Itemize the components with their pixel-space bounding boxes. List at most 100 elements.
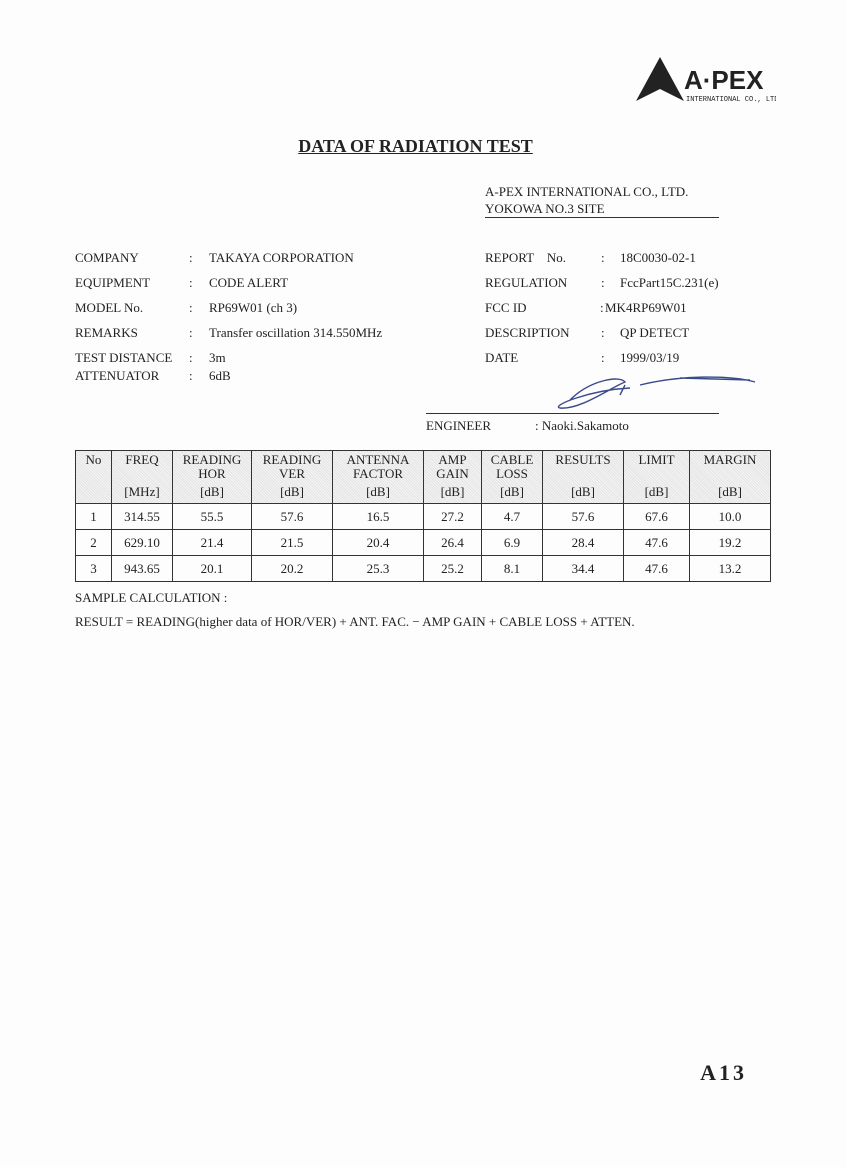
page-number: A13	[700, 1060, 747, 1085]
table-row: 2 629.10 21.4 21.5 20.4 26.4 6.9 28.4 47.6 19.2	[75, 529, 771, 556]
field-colon: :	[601, 275, 605, 290]
field-value: Transfer oscillation 314.550MHz	[209, 325, 383, 340]
field-label: REGULATION	[485, 275, 568, 290]
table-cell: 943.65	[111, 555, 173, 582]
field-value: QP DETECT	[620, 325, 690, 340]
table-cell: 21.5	[251, 529, 333, 556]
table-cell: 10.0	[689, 503, 771, 530]
table-cell: 20.4	[332, 529, 424, 556]
page-title: DATA OF RADIATION TEST	[298, 136, 533, 156]
engineer-signature	[557, 376, 756, 409]
table-cell: 57.6	[251, 503, 333, 530]
field-value: FccPart15C.231(e)	[620, 275, 719, 290]
field-value: 3m	[209, 350, 226, 365]
table-cell: 21.4	[172, 529, 252, 556]
sample-calc-label: SAMPLE CALCULATION :	[75, 590, 228, 605]
column-header: LIMIT [dB]	[623, 450, 690, 504]
table-cell: 20.2	[251, 555, 333, 582]
table-cell: 20.1	[172, 555, 252, 582]
table-cell: 13.2	[689, 555, 771, 582]
sample-calc-formula: RESULT = READING(higher data of HOR/VER)…	[75, 614, 635, 629]
column-header: FREQ [MHz]	[111, 450, 173, 504]
table-row: 3 943.65 20.1 20.2 25.3 25.2 8.1 34.4 47.6 13.2	[75, 555, 771, 582]
table-cell: 6.9	[481, 529, 543, 556]
field-value: 1999/03/19	[620, 350, 680, 365]
svg-text:A·PEX: A·PEX	[684, 65, 764, 95]
apex-logo: A·PEX INTERNATIONAL CO., LTD.	[636, 55, 783, 109]
field-colon: :	[189, 300, 193, 315]
field-label: EQUIPMENT	[75, 275, 151, 290]
engineer-label: ENGINEER	[426, 418, 491, 433]
table-cell: 2	[75, 529, 112, 556]
table-cell: 1	[75, 503, 112, 530]
table-cell: 28.4	[542, 529, 624, 556]
lab-site: YOKOWA NO.3 SITE	[485, 201, 719, 218]
column-unit: [dB]	[200, 484, 224, 499]
column-name: AMP GAIN	[436, 452, 469, 481]
table-cell: 4.7	[481, 503, 543, 530]
radiation-data-table: No FREQ [MHz] READING HOR [dB] READING VER [dB…	[75, 450, 771, 582]
column-unit: [dB]	[280, 484, 304, 499]
field-value: TAKAYA CORPORATION	[209, 250, 354, 265]
column-name: RESULTS	[555, 452, 611, 467]
field-colon: :	[189, 350, 193, 365]
table-cell: 25.3	[332, 555, 424, 582]
field-label: FCC ID	[485, 300, 527, 315]
column-header: RESULTS [dB]	[542, 450, 624, 504]
field-label: COMPANY	[75, 250, 139, 265]
field-colon: :	[601, 325, 605, 340]
column-header: ANTENNA FACTOR [dB]	[332, 450, 424, 504]
column-unit: [MHz]	[124, 484, 160, 499]
column-name: LIMIT	[638, 452, 675, 467]
table-cell: 34.4	[542, 555, 624, 582]
field-label: MODEL No.	[75, 300, 144, 315]
table-cell: 55.5	[172, 503, 252, 530]
column-name: No	[85, 452, 102, 467]
field-colon: :	[189, 325, 193, 340]
column-unit: [dB]	[644, 484, 669, 499]
table-cell: 27.2	[423, 503, 482, 530]
table-cell: 3	[75, 555, 112, 582]
column-name: MARGIN	[703, 452, 757, 467]
field-colon: :	[601, 350, 605, 365]
table-cell: 25.2	[423, 555, 482, 582]
column-header: MARGIN [dB]	[689, 450, 771, 504]
field-label: DESCRIPTION	[485, 325, 570, 340]
table-cell: 629.10	[111, 529, 173, 556]
table-cell: 47.6	[623, 529, 690, 556]
field-colon: :	[189, 275, 193, 290]
table-row: 1 314.55 55.5 57.6 16.5 27.2 4.7 57.6 67.6 10.0	[75, 503, 771, 530]
table-cell: 19.2	[689, 529, 771, 556]
field-value: CODE ALERT	[209, 275, 289, 290]
column-header: READING HOR [dB]	[172, 450, 252, 504]
field-colon: :	[189, 368, 193, 383]
svg-text:INTERNATIONAL CO., LTD.: INTERNATIONAL CO., LTD.	[686, 96, 776, 104]
field-label: REMARKS	[75, 325, 138, 340]
column-header: READING VER [dB]	[251, 450, 333, 504]
field-colon: :	[600, 300, 604, 315]
table-cell: 8.1	[481, 555, 543, 582]
table-cell: 57.6	[542, 503, 624, 530]
table-cell: 26.4	[423, 529, 482, 556]
column-unit: [dB]	[366, 484, 390, 499]
column-name: CABLE LOSS	[490, 452, 534, 481]
field-value: MK4RP69W01	[605, 300, 687, 315]
table-cell: 16.5	[332, 503, 424, 530]
column-header: No	[75, 450, 112, 504]
field-colon: :	[601, 250, 605, 265]
column-name: FREQ	[125, 452, 159, 467]
column-header: AMP GAIN [dB]	[423, 450, 482, 504]
engineer-name: : Naoki.Sakamoto	[535, 418, 629, 433]
column-unit: [dB]	[571, 484, 595, 499]
column-name: ANTENNA FACTOR	[346, 452, 410, 481]
column-unit: [dB]	[500, 484, 524, 499]
lab-name: A-PEX INTERNATIONAL CO., LTD.	[485, 184, 689, 199]
table-cell: 47.6	[623, 555, 690, 582]
column-unit: [dB]	[440, 484, 465, 499]
field-label: TEST DISTANCE	[75, 350, 173, 365]
field-value: RP69W01 (ch 3)	[209, 300, 298, 315]
column-unit: [dB]	[718, 484, 742, 499]
field-value: 18C0030-02-1	[620, 250, 696, 265]
field-value: 6dB	[209, 368, 231, 383]
